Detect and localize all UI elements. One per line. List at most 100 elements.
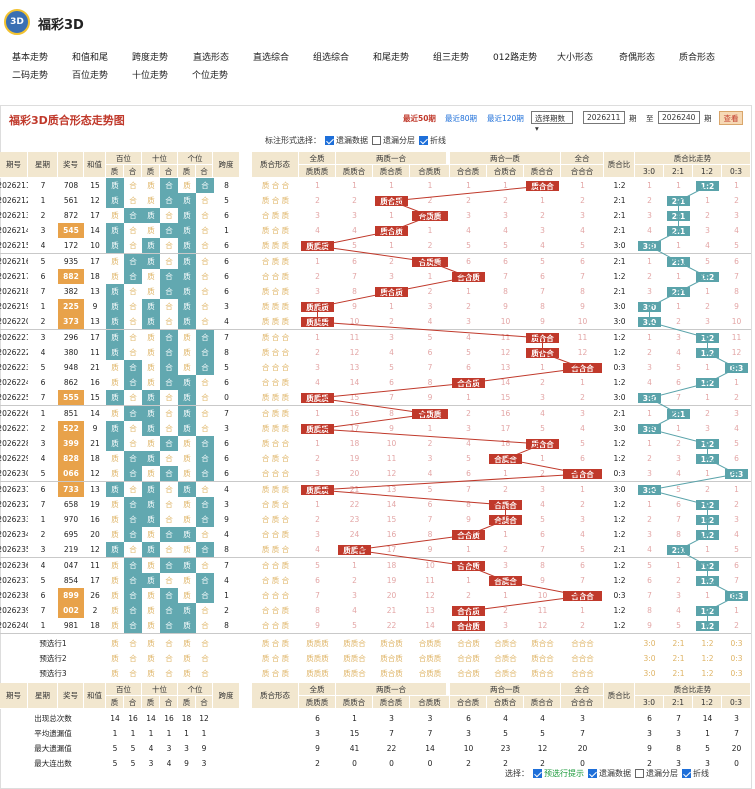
- predict-form[interactable]: 质 合 质: [261, 669, 290, 678]
- predict-form-cell[interactable]: 合质合: [494, 639, 517, 648]
- predict-zhi[interactable]: 质: [183, 669, 191, 678]
- predict-zhi[interactable]: 质: [147, 639, 155, 648]
- predict-form-cell[interactable]: 合合质: [457, 669, 480, 678]
- option-layer[interactable]: 遗漏分层: [372, 135, 415, 146]
- miss-cell: 3: [466, 317, 471, 326]
- predict-form-cell[interactable]: 质质合: [343, 639, 366, 648]
- nav-item[interactable]: 直选综合: [253, 53, 290, 63]
- span-cell: 7: [224, 333, 229, 342]
- nav-item[interactable]: 012路走势: [493, 53, 538, 63]
- predict-ratio[interactable]: 3:0: [643, 654, 656, 663]
- nav-item[interactable]: 组选综合: [313, 53, 350, 63]
- predict-ratio[interactable]: 3:0: [643, 639, 656, 648]
- predict-ratio[interactable]: 3:0: [643, 669, 656, 678]
- checkbox-icon[interactable]: [635, 769, 644, 778]
- predict-form-cell[interactable]: 合合质: [457, 654, 480, 663]
- link-recent-80[interactable]: 最近80期: [445, 114, 478, 123]
- predict-zhi[interactable]: 质: [183, 639, 191, 648]
- nav-item[interactable]: 和尾走势: [373, 53, 410, 63]
- predict-he[interactable]: 合: [129, 654, 137, 663]
- predict-he[interactable]: 合: [201, 654, 209, 663]
- nav-item[interactable]: 基本走势: [12, 53, 49, 63]
- predict-form-cell[interactable]: 质质质: [306, 639, 329, 648]
- nav-item[interactable]: 组三走势: [433, 53, 470, 63]
- nav-item[interactable]: 二码走势: [12, 71, 49, 81]
- checkbox-icon[interactable]: [372, 136, 381, 145]
- predict-zhi[interactable]: 质: [111, 654, 119, 663]
- nav-item[interactable]: 十位走势: [132, 71, 169, 81]
- nav-item[interactable]: 质合形态: [679, 53, 716, 63]
- predict-form-cell[interactable]: 合合合: [571, 654, 594, 663]
- checkbox-icon[interactable]: [682, 769, 691, 778]
- predict-zhi[interactable]: 质: [147, 669, 155, 678]
- predict-row-label[interactable]: 预选行1: [39, 639, 67, 648]
- predict-form-cell[interactable]: 质质质: [306, 654, 329, 663]
- predict-zhi[interactable]: 质: [111, 669, 119, 678]
- checkbox-icon[interactable]: [419, 136, 428, 145]
- link-recent-120[interactable]: 最近120期: [487, 114, 524, 123]
- predict-form-cell[interactable]: 合质合: [494, 654, 517, 663]
- nav-item[interactable]: 百位走势: [72, 71, 109, 81]
- footer-option-predict[interactable]: 预选行提示: [533, 768, 584, 779]
- form-cell: 合 合 合: [261, 469, 290, 478]
- predict-zhi[interactable]: 质: [147, 654, 155, 663]
- predict-form-cell[interactable]: 合合质: [457, 639, 480, 648]
- predict-form-cell[interactable]: 质质合: [343, 654, 366, 663]
- predict-form-cell[interactable]: 质质质: [306, 669, 329, 678]
- predict-form-cell[interactable]: 合质合: [494, 669, 517, 678]
- nav-item[interactable]: 和值和尾: [72, 53, 109, 63]
- period-select[interactable]: 选择期数 ▾: [531, 111, 573, 133]
- predict-ratio[interactable]: 2:1: [672, 639, 685, 648]
- checkbox-icon[interactable]: [325, 136, 334, 145]
- predict-zhi[interactable]: 质: [183, 654, 191, 663]
- predict-ratio[interactable]: 1:2: [701, 669, 714, 678]
- predict-row-label[interactable]: 预选行3: [39, 669, 67, 678]
- predict-he[interactable]: 合: [201, 639, 209, 648]
- predict-form-cell[interactable]: 质质合: [343, 669, 366, 678]
- predict-form-cell[interactable]: 质合质: [380, 669, 403, 678]
- predict-ratio[interactable]: 2:1: [672, 654, 685, 663]
- option-line[interactable]: 折线: [419, 135, 446, 146]
- predict-form-cell[interactable]: 合质质: [418, 639, 442, 648]
- predict-form-cell[interactable]: 质合合: [531, 669, 554, 678]
- nav-item[interactable]: 跨度走势: [132, 53, 169, 63]
- nav-item[interactable]: 奇偶形态: [619, 53, 656, 63]
- footer-option-line[interactable]: 折线: [682, 768, 709, 779]
- nav-item[interactable]: 个位走势: [192, 71, 229, 81]
- predict-form-cell[interactable]: 质合合: [531, 639, 554, 648]
- predict-row-label[interactable]: 预选行2: [39, 654, 67, 663]
- predict-form-cell[interactable]: 质合质: [380, 654, 403, 663]
- to-issue-input[interactable]: 2026240: [658, 111, 700, 124]
- predict-form[interactable]: 质 合 质: [261, 654, 290, 663]
- predict-ratio[interactable]: 0:3: [730, 669, 743, 678]
- predict-ratio[interactable]: 0:3: [730, 654, 743, 663]
- predict-ratio[interactable]: 0:3: [730, 639, 743, 648]
- nav-item[interactable]: 大小形态: [557, 53, 594, 63]
- predict-form-cell[interactable]: 合质质: [418, 669, 442, 678]
- predict-form-cell[interactable]: 合质质: [418, 654, 442, 663]
- predict-he[interactable]: 合: [129, 639, 137, 648]
- footer-option-layer[interactable]: 遗漏分层: [635, 768, 678, 779]
- predict-form-cell[interactable]: 质合合: [531, 654, 554, 663]
- predict-ratio[interactable]: 1:2: [701, 654, 714, 663]
- predict-form-cell[interactable]: 合合合: [571, 639, 594, 648]
- predict-ratio[interactable]: 1:2: [701, 639, 714, 648]
- query-button[interactable]: 查看: [719, 111, 743, 125]
- predict-form-cell[interactable]: 合合合: [571, 669, 594, 678]
- predict-form-cell[interactable]: 质合质: [380, 639, 403, 648]
- predict-form[interactable]: 质 合 质: [261, 639, 290, 648]
- predict-he[interactable]: 合: [201, 669, 209, 678]
- footer-option-missing[interactable]: 遗漏数据: [588, 768, 631, 779]
- option-missing[interactable]: 遗漏数据: [325, 135, 368, 146]
- predict-zhi[interactable]: 质: [111, 639, 119, 648]
- checkbox-icon[interactable]: [533, 769, 542, 778]
- link-recent-50[interactable]: 最近50期: [403, 114, 436, 123]
- nav-item[interactable]: 直选形态: [193, 53, 230, 63]
- predict-he[interactable]: 合: [165, 639, 173, 648]
- predict-he[interactable]: 合: [129, 669, 137, 678]
- from-issue-input[interactable]: 2026211: [583, 111, 625, 124]
- predict-he[interactable]: 合: [165, 654, 173, 663]
- checkbox-icon[interactable]: [588, 769, 597, 778]
- predict-he[interactable]: 合: [165, 669, 173, 678]
- predict-ratio[interactable]: 2:1: [672, 669, 685, 678]
